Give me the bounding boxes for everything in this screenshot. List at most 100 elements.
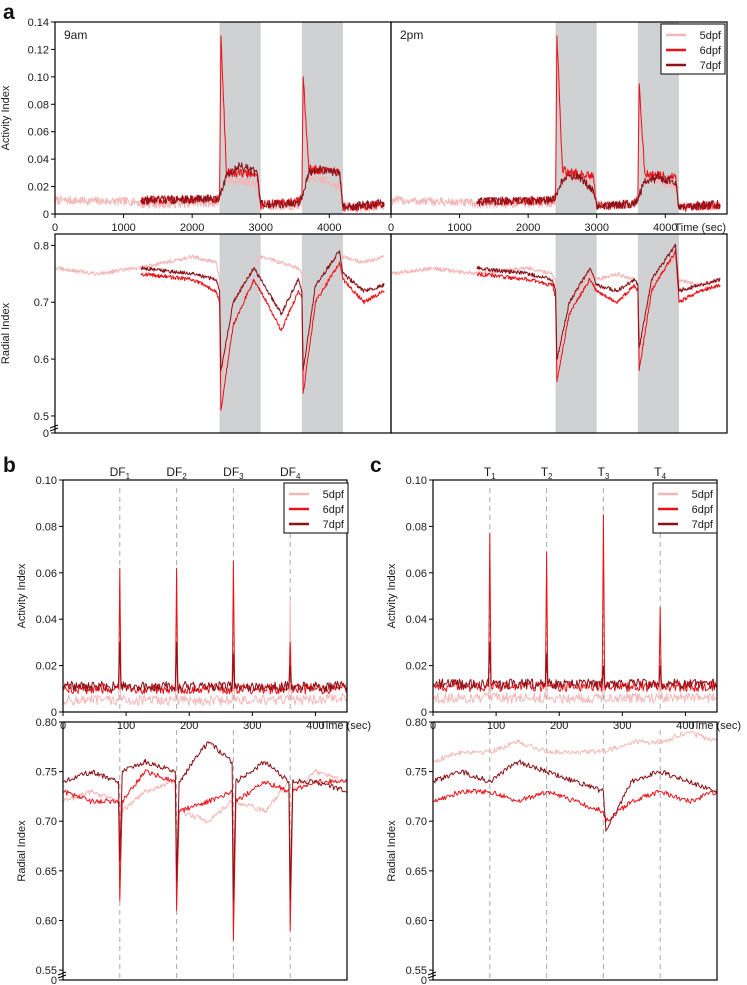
series-line-5dpf — [432, 676, 718, 704]
series-line-6dpf — [140, 261, 385, 411]
y-tick-label: 0.06 — [28, 127, 49, 139]
series-line-7dpf — [432, 759, 718, 832]
x-tick-label: 200 — [550, 720, 568, 732]
stimulus-label: DF1 — [110, 465, 131, 481]
series-line-6dpf — [140, 35, 385, 212]
legend-label-6dpf: 6dpf — [692, 504, 714, 516]
y-tick-label: 0.08 — [406, 521, 427, 533]
stimulus-label: DF2 — [166, 465, 187, 481]
series-line-7dpf — [432, 641, 718, 690]
y-tick-label: 0.04 — [406, 614, 427, 626]
x-axis-label: Time (sec) — [689, 720, 741, 732]
y-tick-label: 0.10 — [406, 475, 427, 487]
y-axis-label: Activity Index — [16, 563, 28, 628]
stimulus-label: T3 — [598, 465, 610, 481]
y-tick-label: 0.10 — [28, 72, 49, 84]
x-tick-label: 2000 — [180, 222, 204, 234]
y-tick-label: 0 — [43, 209, 49, 221]
legend-label-6dpf: 6dpf — [323, 504, 345, 516]
y-tick-label: 0.65 — [36, 866, 57, 878]
series-line-7dpf — [140, 250, 385, 371]
x-tick-label: 300 — [243, 720, 261, 732]
series-line-7dpf — [476, 173, 721, 211]
dark-period-band — [219, 234, 261, 433]
plots: 00.020.040.060.080.100.120.140 1000 2000 30… — [0, 17, 741, 985]
x-axis-label: Time (sec) — [674, 222, 726, 234]
plot-frame — [432, 721, 718, 981]
series-line-7dpf — [476, 243, 721, 360]
y-tick-label: 0.65 — [406, 866, 427, 878]
y-tick-label: 0.04 — [36, 614, 57, 626]
chart-a-bottom-9am: 0.5 0.6 0.7 0.8 0 Radial Index — [0, 233, 392, 440]
y-tick-label: 0 — [421, 707, 427, 719]
y-axis-label: Radial Index — [16, 820, 28, 882]
axis-break-mark — [57, 971, 67, 979]
x-tick-label: 4000 — [317, 222, 341, 234]
y-tick-label: 0.08 — [36, 521, 57, 533]
x-tick-label: 3000 — [584, 222, 608, 234]
series-line-6dpf — [432, 514, 718, 693]
chart-a-bottom-2pm — [390, 233, 728, 434]
series-line-6dpf — [432, 788, 718, 822]
axis-break-mark — [49, 424, 59, 432]
legend-label-6dpf: 6dpf — [700, 45, 722, 57]
legend-label-7dpf: 7dpf — [692, 519, 714, 531]
legend-label-5dpf: 5dpf — [323, 489, 345, 501]
series-line-6dpf — [62, 769, 348, 941]
plot-frame — [432, 479, 718, 713]
x-tick-label: 400 — [306, 720, 324, 732]
y-tick-label-zero: 0 — [43, 428, 49, 440]
series-line-6dpf — [62, 560, 348, 695]
y-tick-label: 0.7 — [34, 297, 49, 309]
x-axis-label: Time (sec) — [319, 720, 371, 732]
y-axis-label: Radial Index — [386, 820, 398, 882]
panel-label-b: b — [3, 454, 16, 477]
series-line-5dpf — [432, 730, 718, 764]
x-tick-label: 0 — [388, 222, 394, 234]
y-tick-label: 0.80 — [36, 717, 57, 729]
axis-break-mark — [427, 971, 437, 979]
y-tick-label: 0.10 — [36, 475, 57, 487]
stimulus-label: DF4 — [280, 465, 301, 481]
y-tick-label: 0.14 — [28, 17, 49, 29]
x-tick-label: 200 — [180, 720, 198, 732]
y-tick-label: 0.75 — [36, 767, 57, 779]
plot-frame — [62, 721, 348, 981]
y-tick-label: 0 — [51, 707, 57, 719]
x-tick-label: 1000 — [111, 222, 135, 234]
y-axis-label: Activity Index — [0, 85, 12, 150]
legend-panel-b: 5dpf 6dpf 7dpf — [283, 482, 349, 534]
y-tick-label-zero: 0 — [51, 975, 57, 985]
x-tick-label: 400 — [676, 720, 694, 732]
stimulus-label: T1 — [484, 465, 496, 481]
dark-period-band — [555, 234, 597, 433]
y-tick-label: 0.5 — [34, 411, 49, 423]
x-tick-label: 100 — [117, 720, 135, 732]
plot-frame — [390, 233, 728, 434]
series-line-7dpf — [62, 641, 348, 693]
y-axis-label: Activity Index — [386, 563, 398, 628]
legend-label-5dpf: 5dpf — [692, 489, 714, 501]
dark-period-band — [555, 22, 597, 214]
y-tick-label: 0.80 — [406, 717, 427, 729]
legend-label-7dpf: 7dpf — [323, 519, 345, 531]
x-tick-label: 1000 — [447, 222, 471, 234]
y-tick-label: 0.60 — [36, 915, 57, 927]
y-tick-label: 0.04 — [28, 154, 49, 166]
x-tick-label: 3000 — [248, 222, 272, 234]
stimulus-label: T2 — [541, 465, 553, 481]
legend-panel-c: 5dpf 6dpf 7dpf — [652, 482, 718, 534]
panel-label-a: a — [3, 1, 15, 24]
y-tick-label: 0.02 — [36, 661, 57, 673]
panel-label-c: c — [370, 454, 382, 477]
y-tick-label: 0.70 — [36, 816, 57, 828]
series-line-7dpf — [140, 162, 385, 212]
y-tick-label: 0.02 — [406, 661, 427, 673]
y-tick-label: 0.06 — [406, 568, 427, 580]
x-tick-label: 300 — [613, 720, 631, 732]
series-line-6dpf — [476, 249, 721, 383]
legend-label-7dpf: 7dpf — [700, 60, 722, 72]
legend-panel-a: 5dpf 6dpf 7dpf — [660, 23, 726, 75]
